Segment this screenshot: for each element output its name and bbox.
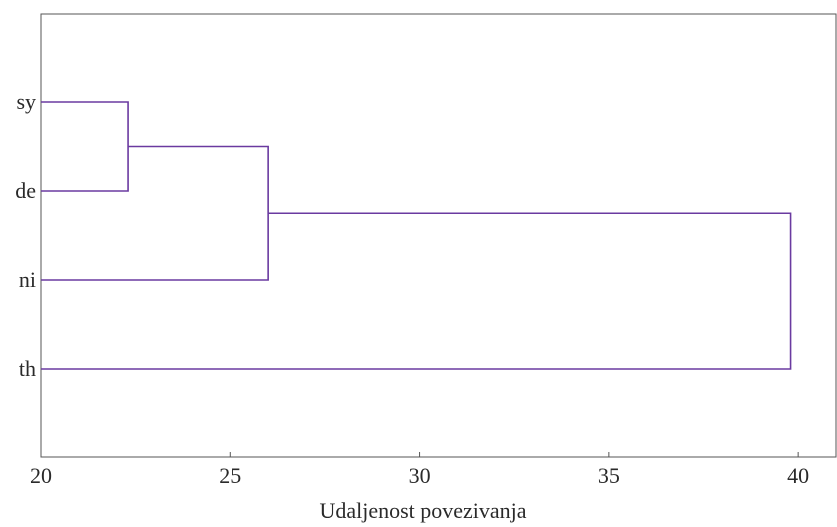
dendrogram-link-1: [41, 101, 129, 192]
dendrogram-link-3: [41, 212, 792, 370]
x-tick-label-30: 30: [409, 463, 431, 488]
x-tick-label-40: 40: [787, 463, 809, 488]
x-axis-title: Udaljenost povezivanja: [319, 498, 526, 523]
leaf-labels: sy de ni th: [15, 89, 36, 381]
x-tick-label-20: 20: [30, 463, 52, 488]
leaf-label-sy: sy: [16, 89, 36, 114]
x-axis-ticks: 20 25 30 35 40: [30, 452, 809, 488]
leaf-label-th: th: [19, 356, 36, 381]
leaf-label-ni: ni: [19, 267, 36, 292]
dendrogram-branches: [41, 101, 792, 370]
x-tick-label-35: 35: [598, 463, 620, 488]
plot-area-frame: [40, 13, 837, 458]
dendrogram-link-2: [41, 145, 269, 281]
leaf-label-de: de: [15, 178, 36, 203]
x-tick-label-25: 25: [219, 463, 241, 488]
